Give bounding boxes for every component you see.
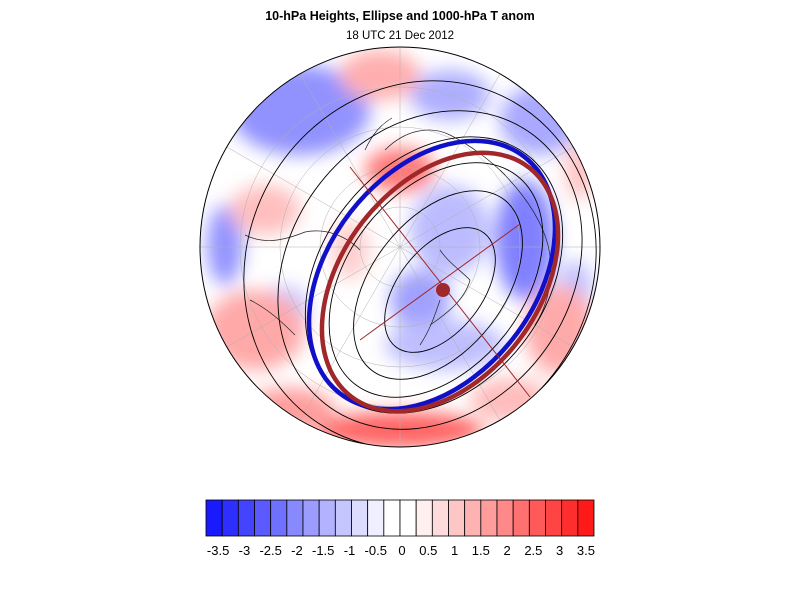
colorbar-tick-label: 3.5 (577, 543, 595, 558)
colorbar-tick-label: -2.5 (259, 543, 281, 558)
chart-subtitle: 18 UTC 21 Dec 2012 (345, 30, 455, 42)
colorbar-tick-label: 0.5 (419, 543, 437, 558)
chart-title: 10-hPa Heights, Ellipse and 1000-hPa T a… (265, 9, 535, 23)
colorbar-tick-label: -1 (344, 543, 356, 558)
fitted-ellipse (319, 150, 561, 414)
colorbar-box (415, 499, 433, 537)
colorbar-box (367, 499, 385, 537)
colorbar-tick-label: 0 (398, 543, 405, 558)
colorbar-tick-label: 2 (503, 543, 510, 558)
coastlines (244, 117, 552, 346)
colorbar-box (561, 499, 579, 537)
colorbar-labels: -3.5 -3 -2.5 -2 -1.5 -1 -0.5 0 0.5 1 1.5 2 2.5 3 3.5 (207, 543, 595, 558)
colorbar-box (334, 499, 352, 537)
colorbar-box (237, 499, 255, 537)
colorbar-box (318, 499, 336, 537)
colorbar-box (221, 499, 239, 537)
colorbar-tick-label: -1.5 (312, 543, 334, 558)
colorbar-tick-label: 1 (451, 543, 458, 558)
colorbar-box (431, 499, 449, 537)
colorbar-box (577, 499, 595, 537)
temperature-anomaly-field (200, 47, 600, 447)
colorbar-tick-label: 3 (556, 543, 563, 558)
colorbar-box (302, 499, 320, 537)
colorbar-tick-label: -2 (291, 543, 303, 558)
colorbar-boxes (205, 499, 595, 537)
colorbar-box (448, 499, 466, 537)
vortex-edge-contour (306, 138, 558, 412)
colorbar-tick-label: -0.5 (365, 543, 387, 558)
ellipse-center-marker (436, 283, 450, 297)
colorbar-box (399, 499, 417, 537)
colorbar-box (205, 499, 223, 537)
height-contours (243, 80, 597, 447)
colorbar-tick-label: -3.5 (207, 543, 229, 558)
colorbar-tick-label: 2.5 (524, 543, 542, 558)
colorbar-box (270, 499, 288, 537)
colorbar-tick-label: 1.5 (472, 543, 490, 558)
colorbar-box (383, 499, 401, 537)
colorbar-box (496, 499, 514, 537)
colorbar-box (286, 499, 304, 537)
colorbar-box (528, 499, 546, 537)
colorbar-box (545, 499, 563, 537)
colorbar-tick-label: -3 (239, 543, 251, 558)
colorbar-box (480, 499, 498, 537)
colorbar-box (351, 499, 369, 537)
colorbar-box (464, 499, 482, 537)
globe-outline (199, 46, 601, 448)
colorbar-box (512, 499, 530, 537)
colorbar-box (254, 499, 272, 537)
ellipse-minor-axis (359, 223, 521, 341)
